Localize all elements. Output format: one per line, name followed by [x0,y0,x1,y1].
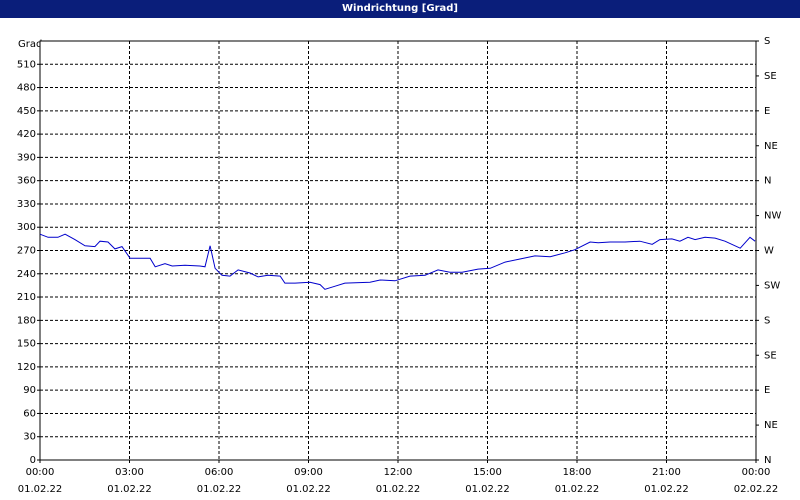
y-tick-label: 60 [23,408,36,419]
x-tick-label: 18:00 01.02.22 [554,467,600,495]
x-tick-label: 03:00 01.02.22 [107,467,152,495]
y-tick-label: 480 [17,83,36,94]
x-tick-label: 00:00 02.02.22 [733,467,779,495]
y-tick-label: 150 [17,339,36,350]
y-tick-label: 330 [17,199,36,210]
y2-tick-label: S [764,36,770,47]
y-axis-label: Grad [18,39,42,50]
x-tick-label: 12:00 01.02.22 [375,467,421,495]
y2-tick-label: NE [764,141,778,152]
y2-tick-label: S [764,315,770,326]
y-tick-label: 30 [23,432,36,443]
y-tick-label: 420 [17,129,36,140]
y2-tick-label: NE [764,420,778,431]
y-tick-label: 240 [17,269,36,280]
y2-tick-label: N [764,176,771,187]
x-tick-label: 00:00 01.02.22 [17,467,63,495]
x-tick-label: 09:00 01.02.22 [286,467,331,495]
y2-tick-label: N [764,455,771,466]
y-tick-label: 510 [17,59,36,70]
y2-tick-label: E [764,385,770,396]
y-tick-label: 390 [17,152,36,163]
y-tick-label: 300 [17,222,36,233]
x-tick-label: 15:00 01.02.22 [465,467,510,495]
y-tick-label: 450 [17,106,36,117]
x-tick-label: 06:00 01.02.22 [196,467,242,495]
y2-tick-label: NW [764,211,781,222]
y-tick-label: 90 [23,385,36,396]
y-tick-label: 210 [17,292,36,303]
y2-tick-label: SE [764,350,777,361]
y2-tick-label: SE [764,71,777,82]
y-tick-label: 360 [17,176,36,187]
y2-tick-label: SW [764,280,780,291]
y2-tick-label: W [764,246,774,257]
y-tick-label: 180 [17,315,36,326]
data-line [39,233,756,290]
y2-tick-label: E [764,106,770,117]
title-bar: Windrichtung [Grad] [0,0,800,18]
y-tick-label: 270 [17,246,36,257]
x-tick-label: 21:00 01.02.22 [644,467,689,495]
y-tick-label: 120 [17,362,36,373]
y-tick-label: 0 [30,455,36,466]
